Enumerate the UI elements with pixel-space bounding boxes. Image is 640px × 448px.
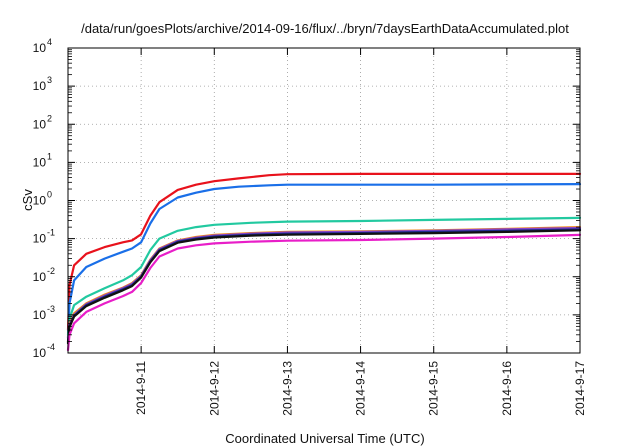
x-tick-label: 2014-9-12 <box>207 361 221 416</box>
x-axis-label: Coordinated Universal Time (UTC) <box>225 431 424 446</box>
x-axis-ticks: 2014-9-11 2014-9-12 2014-9-13 2014-9-14 2014… <box>134 48 587 416</box>
y-tick-exponent: -3 <box>47 304 55 314</box>
y-tick-label: 10 <box>33 232 47 246</box>
y-tick-label: 10 <box>33 117 47 131</box>
y-tick-exponent: 2 <box>47 113 52 123</box>
series-line-8 <box>66 233 582 352</box>
series-line-1 <box>66 172 582 332</box>
x-tick-label: 2014-9-11 <box>134 361 148 415</box>
y-tick-label: 10 <box>33 155 47 169</box>
series-line-2 <box>66 183 582 339</box>
y-tick-label: 10 <box>33 270 47 284</box>
y-tick-label: 10 <box>33 308 47 322</box>
y-tick-exponent: 4 <box>47 37 52 47</box>
y-tick-exponent: -4 <box>47 342 55 352</box>
y-tick-label: 10 <box>33 79 47 93</box>
y-tick-exponent: 3 <box>47 75 52 85</box>
y-tick-exponent: -1 <box>47 228 55 238</box>
series-line-5 <box>66 226 582 343</box>
y-tick-label: 10 <box>33 41 47 55</box>
series-line-4 <box>66 226 582 343</box>
x-tick-label: 2014-9-17 <box>573 361 587 416</box>
chart-title: /data/run/goesPlots/archive/2014-09-16/f… <box>81 21 569 36</box>
x-tick-label: 2014-9-13 <box>280 361 294 416</box>
y-tick-exponent: -2 <box>47 266 55 276</box>
y-tick-exponent: 0 <box>47 190 52 200</box>
grid <box>68 48 580 353</box>
series-line-3 <box>66 216 582 336</box>
series-line-6 <box>66 228 582 344</box>
y-tick-label: 10 <box>33 194 47 208</box>
x-tick-label: 2014-9-15 <box>427 361 441 416</box>
y-tick-exponent: 1 <box>47 151 52 161</box>
x-tick-label: 2014-9-14 <box>354 361 368 416</box>
x-tick-label: 2014-9-16 <box>500 361 514 416</box>
series-group <box>66 172 582 352</box>
y-axis-label: cSv <box>20 189 35 211</box>
series-line-7 <box>66 229 582 345</box>
y-tick-label: 10 <box>33 346 47 360</box>
